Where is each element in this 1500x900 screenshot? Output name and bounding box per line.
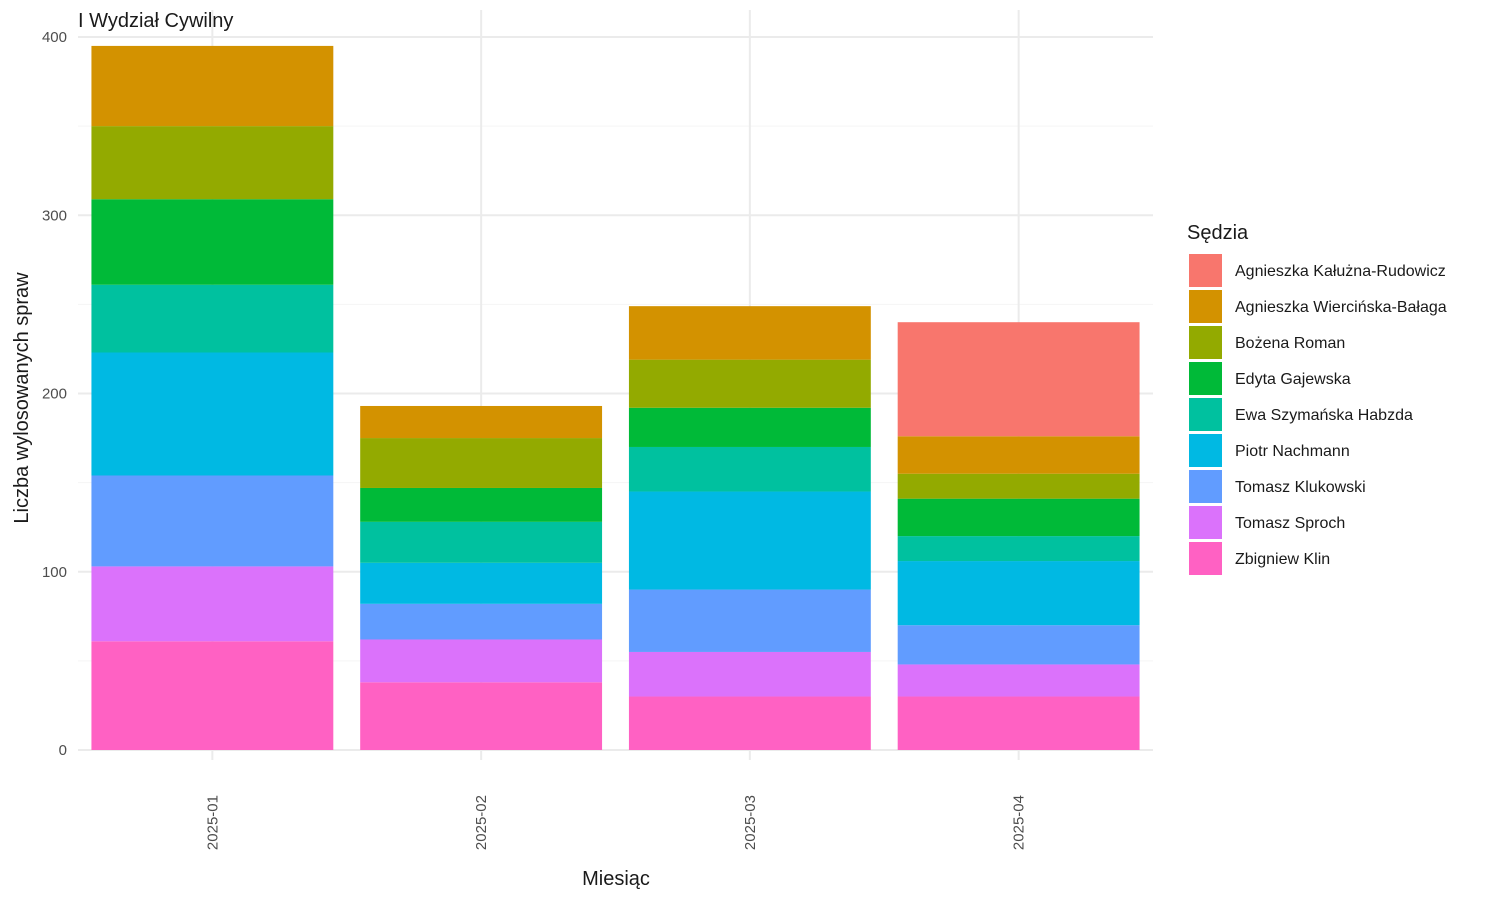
bar-segment xyxy=(91,641,334,750)
legend-title: Sędzia xyxy=(1187,222,1249,244)
y-axis-title: Liczba wylosowanych spraw xyxy=(11,272,33,524)
legend-swatch xyxy=(1189,326,1222,359)
bar-segment xyxy=(360,562,603,604)
bar-segment xyxy=(897,561,1140,626)
bar-segment xyxy=(628,359,871,408)
bar-segment xyxy=(360,487,603,522)
bar-segment xyxy=(897,473,1140,499)
legend-swatch xyxy=(1189,434,1222,467)
legend-label: Agnieszka Wiercińska-Bałaga xyxy=(1235,299,1447,316)
bar-segment xyxy=(360,405,603,439)
bar-segment xyxy=(91,566,334,642)
x-tick-label: 2025-03 xyxy=(742,795,759,850)
bar-segment xyxy=(360,603,603,640)
bar-segment xyxy=(897,322,1140,437)
legend-swatch xyxy=(1189,254,1222,287)
legend-label: Bożena Roman xyxy=(1235,335,1345,352)
bar-segment xyxy=(91,352,334,476)
bar-segment xyxy=(897,436,1140,474)
legend-swatch xyxy=(1189,506,1222,539)
legend-items: Agnieszka Kałużna-Rudowicz Agnieszka Wier… xyxy=(1189,254,1447,575)
bar-segment xyxy=(897,696,1140,750)
bar-segment xyxy=(91,284,334,353)
legend-label: Ewa Szymańska Habzda xyxy=(1235,407,1413,424)
legend-swatch xyxy=(1189,542,1222,575)
legend-label: Edyta Gajewska xyxy=(1235,371,1351,388)
legend-swatch xyxy=(1189,290,1222,323)
legend-label: Piotr Nachmann xyxy=(1235,443,1350,460)
y-tick-label: 300 xyxy=(42,207,67,224)
bar-segment xyxy=(91,126,334,200)
y-axis-ticks: 0 100 200 300 400 xyxy=(42,29,67,759)
bar-segment xyxy=(360,438,603,488)
bar-segment xyxy=(360,639,603,683)
legend: Sędzia Agnieszka Kałużna-RudowiczAgniesz… xyxy=(1187,222,1447,575)
bar-segment xyxy=(897,625,1140,665)
bar-segment xyxy=(897,498,1140,537)
y-tick-label: 200 xyxy=(42,386,67,403)
bar-segment xyxy=(91,45,334,127)
y-tick-label: 0 xyxy=(59,742,67,759)
bar-segment xyxy=(628,306,871,360)
legend-label: Tomasz Sproch xyxy=(1235,515,1345,532)
y-tick-label: 400 xyxy=(42,29,67,46)
bar-segment xyxy=(628,407,871,447)
bar-segment xyxy=(897,664,1140,697)
y-tick-label: 100 xyxy=(42,564,67,581)
bar-segment xyxy=(628,651,871,697)
legend-swatch xyxy=(1189,398,1222,431)
bar-segment xyxy=(628,696,871,750)
bars xyxy=(91,45,1140,750)
x-tick-label: 2025-04 xyxy=(1011,795,1028,850)
legend-swatch xyxy=(1189,362,1222,395)
legend-swatch xyxy=(1189,470,1222,503)
bar-segment xyxy=(91,199,334,285)
x-axis-title: Miesiąc xyxy=(582,868,650,890)
bar-segment xyxy=(628,589,871,652)
legend-label: Agnieszka Kałużna-Rudowicz xyxy=(1235,263,1446,280)
legend-label: Tomasz Klukowski xyxy=(1235,479,1366,496)
x-axis-ticks: 2025-01 2025-02 2025-03 2025-04 xyxy=(204,795,1027,850)
bar-segment xyxy=(628,491,871,590)
x-tick-label: 2025-01 xyxy=(204,795,221,850)
x-tick-label: 2025-02 xyxy=(473,795,490,850)
chart-title: I Wydział Cywilny xyxy=(78,10,233,32)
bar-segment xyxy=(628,446,871,492)
legend-label: Zbigniew Klin xyxy=(1235,551,1330,568)
bar-segment xyxy=(91,475,334,567)
bar-segment xyxy=(897,536,1140,562)
bar-segment xyxy=(360,521,603,563)
bar-segment xyxy=(360,682,603,750)
